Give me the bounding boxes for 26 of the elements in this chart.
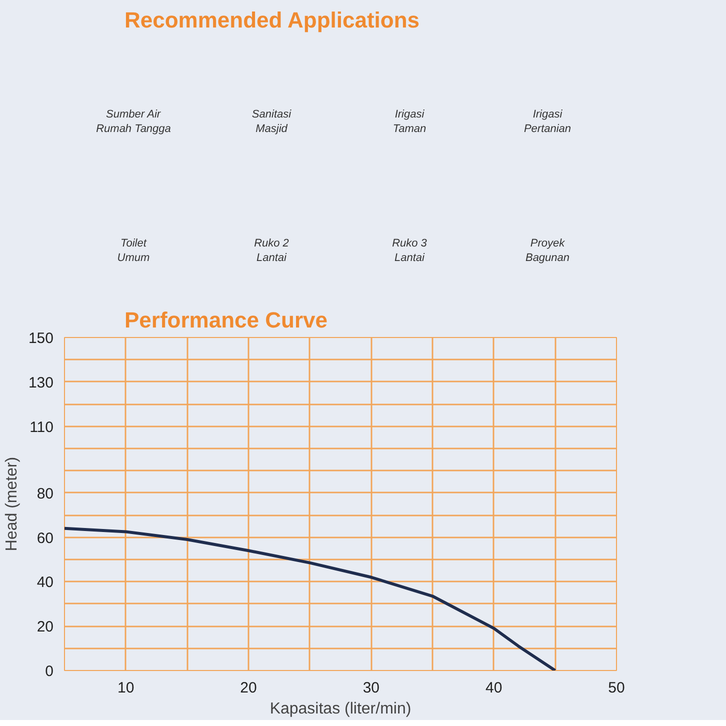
- y-tick-label: 0: [45, 663, 54, 680]
- text: Sumber Air Rumah Tangga: [96, 108, 171, 135]
- y-tick-label: 130: [28, 374, 54, 392]
- x-tick-label: 50: [608, 680, 625, 696]
- y-tick-label: 80: [36, 485, 54, 502]
- line-series: [64, 526, 557, 670]
- text: Sanitasi Masjid: [252, 108, 292, 135]
- x-axis-title: Kapasitas (liter/min): [270, 700, 412, 718]
- text: Recommended Applications: [124, 8, 420, 32]
- x-tick-label: 20: [240, 680, 257, 696]
- text: Toilet Umum: [117, 237, 150, 264]
- x-tick-label: 30: [362, 680, 380, 696]
- text: Irigasi Pertanian: [524, 108, 572, 135]
- text: Irigasi Taman: [392, 108, 426, 135]
- text: Proyek Bagunan: [525, 237, 570, 264]
- text: Ruko 3 Lantai: [392, 237, 428, 264]
- y-tick-label: 40: [36, 574, 54, 592]
- y-tick-label: 20: [36, 618, 54, 636]
- chart-title: Performance Curve: [124, 308, 328, 332]
- x-tick-label: 40: [485, 680, 502, 696]
- text: Ruko 2 Lantai: [254, 237, 289, 264]
- y-tick-label: 60: [36, 530, 54, 547]
- y-axis-title: Head (meter): [3, 456, 20, 552]
- x-tick-label: 10: [117, 680, 134, 696]
- y-tick-label: 110: [30, 418, 54, 436]
- y-tick-label: 150: [28, 330, 54, 347]
